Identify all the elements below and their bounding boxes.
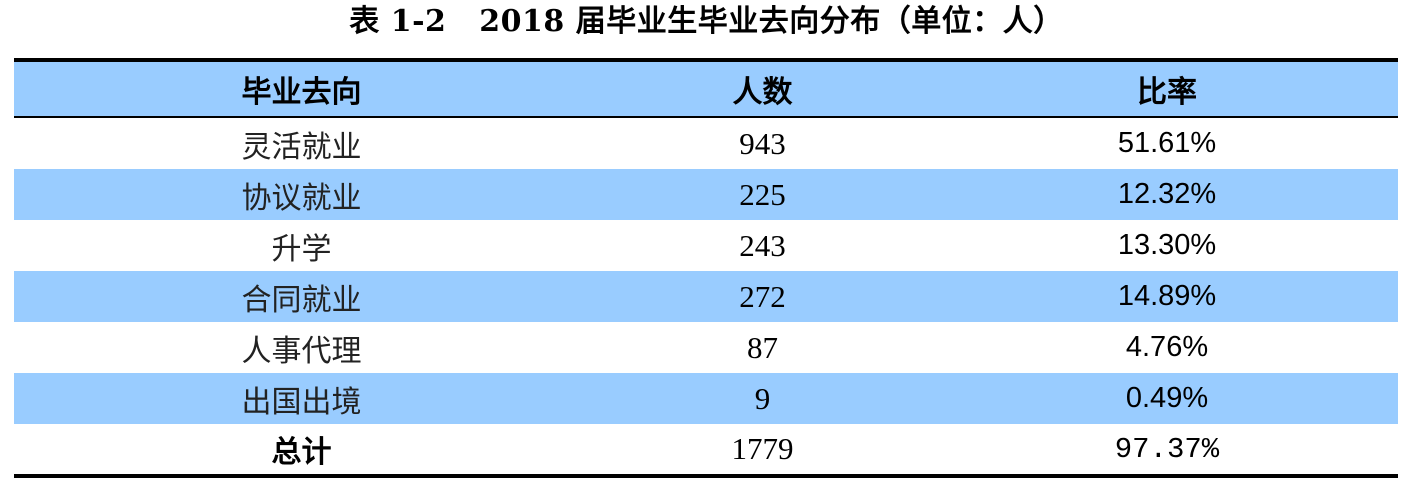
- column-header-count: 人数: [732, 75, 793, 110]
- destination-cell: 合同就业: [241, 282, 362, 318]
- destination-cell: 灵活就业: [241, 129, 362, 165]
- destination-cell: 升学: [271, 231, 332, 267]
- total-count: 1779: [731, 431, 794, 466]
- ratio-cell: 0.49%: [1125, 382, 1209, 414]
- count-cell: 225: [739, 176, 786, 212]
- table-header-row: 毕业去向 人数 比率: [14, 62, 1398, 118]
- ratio-cell: 13.30%: [1117, 229, 1217, 261]
- table-caption: 表 1-2 2018 届毕业生毕业去向分布（单位：人）: [349, 4, 1064, 39]
- count-cell: 943: [739, 125, 786, 161]
- destination-cell: 人事代理: [241, 333, 362, 369]
- ratio-cell: 14.89%: [1117, 280, 1217, 312]
- table-row: 合同就业 272 14.89%: [14, 271, 1398, 322]
- count-cell: 243: [739, 227, 786, 263]
- graduate-destination-table: 毕业去向 人数 比率 灵活就业 943 51.61% 协议就业 225 12.3…: [14, 58, 1398, 478]
- column-header-ratio: 比率: [1137, 75, 1197, 110]
- column-header-destination: 毕业去向: [241, 75, 362, 110]
- table-row: 人事代理 87 4.76%: [14, 322, 1398, 373]
- ratio-cell: 4.76%: [1125, 331, 1209, 363]
- ratio-cell: 12.32%: [1117, 178, 1217, 210]
- destination-cell: 协议就业: [241, 180, 362, 216]
- count-cell: 9: [754, 380, 771, 416]
- ratio-cell: 51.61%: [1117, 127, 1217, 159]
- total-row: 总计 1779 97.37%: [14, 424, 1398, 474]
- table-row: 出国出境 9 0.49%: [14, 373, 1398, 424]
- table-row: 升学 243 13.30%: [14, 220, 1398, 271]
- count-cell: 87: [747, 329, 778, 365]
- total-label: 总计: [271, 435, 332, 470]
- table-row: 灵活就业 943 51.61%: [14, 118, 1398, 169]
- destination-cell: 出国出境: [241, 384, 362, 420]
- count-cell: 272: [739, 278, 786, 314]
- total-ratio: 97.37%: [1114, 432, 1220, 466]
- table-row: 协议就业 225 12.32%: [14, 169, 1398, 220]
